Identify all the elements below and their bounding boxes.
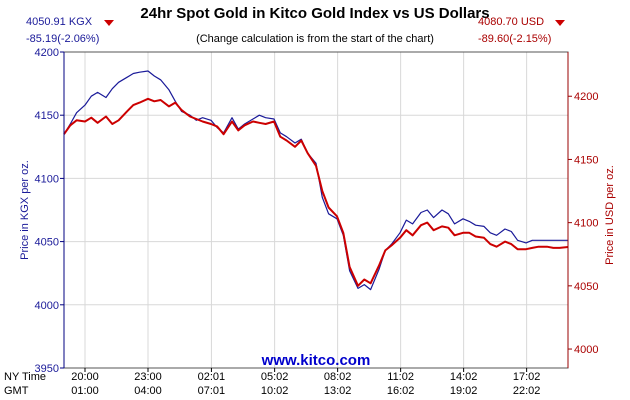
ny-time-label: 08:02 (324, 371, 352, 383)
left-tick-label: 4100 (35, 173, 59, 185)
kgx-price: 4050.91 KGX (26, 16, 93, 28)
right-tick-label: 4100 (574, 218, 598, 230)
ny-time-label: 20:00 (71, 371, 99, 383)
left-tick-label: 4050 (35, 237, 59, 249)
ny-time-label: 05:02 (261, 371, 289, 383)
ny-time-label: 02:01 (198, 371, 226, 383)
right-tick-label: 4200 (574, 91, 598, 103)
gmt-time-label: 10:02 (261, 385, 289, 397)
left-tick-label: 4000 (35, 300, 59, 312)
series-group (63, 70, 569, 291)
series-line-kgx (63, 70, 568, 291)
series-line-usd (63, 97, 569, 287)
left-axis-label: Price in KGX per oz. (19, 160, 31, 260)
kitco-link[interactable]: www.kitco.com (261, 352, 371, 369)
left-tick-label: 3950 (35, 363, 59, 375)
ny-time-label: 23:00 (134, 371, 162, 383)
chart-title: 24hr Spot Gold in Kitco Gold Index vs US… (140, 5, 489, 22)
ny-time-label: 14:02 (450, 371, 478, 383)
left-tick-label: 4150 (35, 110, 59, 122)
kgx-change: -85.19(-2.06%) (26, 33, 99, 45)
chart-subtitle: (Change calculation is from the start of… (196, 33, 434, 45)
kgx-down-arrow-icon (104, 20, 114, 26)
ny-time-label: 17:02 (513, 371, 541, 383)
left-axis-ticks: 3950 4000 4050 4100 4150 4200 (35, 47, 64, 375)
gmt-time-label: 04:00 (134, 385, 162, 397)
gmt-time-label: 07:01 (198, 385, 226, 397)
left-tick-label: 4200 (35, 47, 59, 59)
gmt-time-label: 19:02 (450, 385, 478, 397)
right-axis-ticks: 4000 4050 4100 4150 4200 (568, 91, 598, 356)
gmt-time-label: 13:02 (324, 385, 352, 397)
gmt-time-label: 22:02 (513, 385, 541, 397)
usd-change: -89.60(-2.15%) (478, 33, 551, 45)
gmt-time-label: 01:00 (71, 385, 99, 397)
plot-area (63, 51, 569, 369)
plot-background (64, 52, 568, 368)
right-tick-label: 4000 (574, 344, 598, 356)
gmt-time-label: 16:02 (387, 385, 415, 397)
ny-time-label: 11:02 (387, 371, 414, 383)
time-axis-ticks: 20:00 01:00 23:00 04:00 02:01 07:01 05:02 10:02… (71, 368, 540, 397)
right-tick-label: 4150 (574, 154, 598, 166)
right-tick-label: 4050 (574, 281, 598, 293)
row-label-gmt: GMT (4, 385, 29, 397)
grid-lines (64, 52, 568, 368)
usd-down-arrow-icon (555, 20, 565, 26)
usd-price: 4080.70 USD (478, 16, 544, 28)
row-label-ny-time: NY Time (4, 371, 46, 383)
right-axis-label: Price in USD per oz. (604, 165, 616, 265)
